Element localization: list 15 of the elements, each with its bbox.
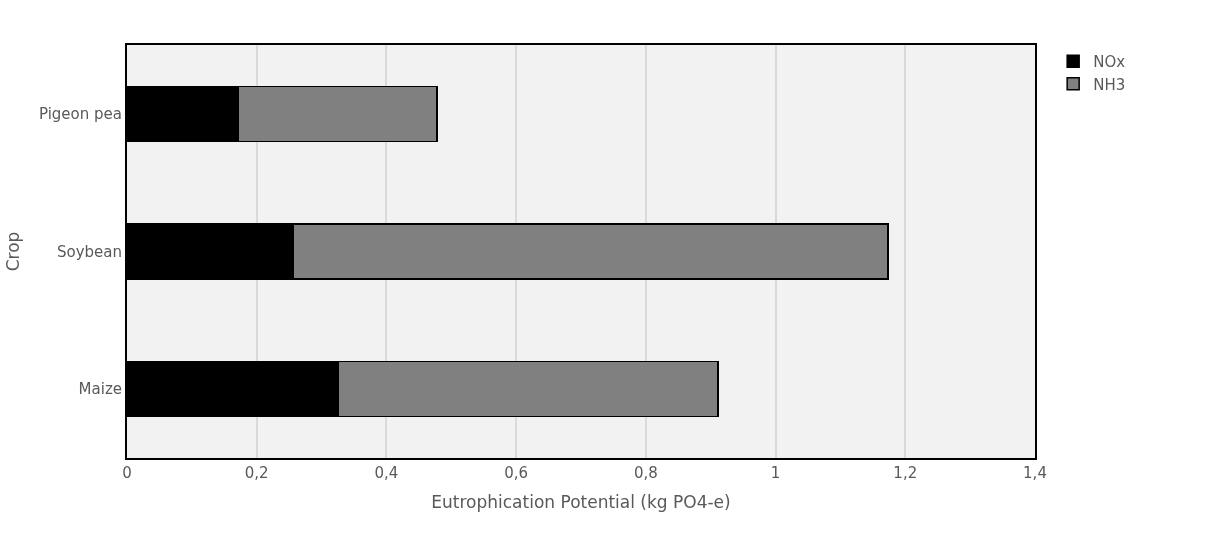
- x-axis-title: Eutrophication Potential (kg PO4-e): [431, 491, 731, 512]
- x-tick-label: 1,4: [1023, 464, 1047, 482]
- legend-label: NH3: [1093, 75, 1126, 94]
- y-tick-label: Pigeon pea: [38, 105, 122, 124]
- x-tick-label: 0,2: [244, 464, 269, 482]
- x-tick-label: 0,4: [374, 464, 399, 482]
- x-tick-label: 1,2: [893, 464, 918, 482]
- y-axis-title: Crop: [3, 231, 24, 272]
- y-tick-label: Maize: [78, 380, 122, 399]
- x-tick-label: 0,8: [633, 464, 658, 482]
- x-tick-label: 0,6: [504, 464, 529, 482]
- x-tick-label: 1: [770, 464, 781, 482]
- legend-label: NOx: [1093, 53, 1126, 72]
- x-tick-label: 0: [122, 464, 132, 482]
- y-tick-label: Soybean: [56, 242, 122, 261]
